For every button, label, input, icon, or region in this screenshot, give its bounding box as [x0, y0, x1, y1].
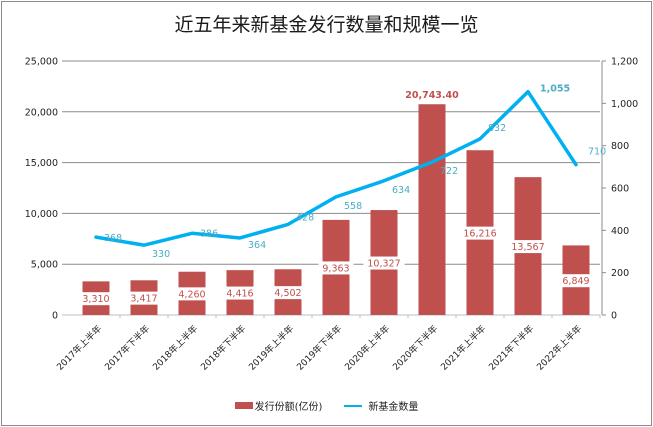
bar-data-label: 20,743.40 — [405, 90, 459, 101]
bar-label-bg — [318, 261, 354, 275]
bar-data-label: 4,502 — [274, 288, 301, 299]
line-data-label: 330 — [152, 249, 170, 260]
line-series — [94, 89, 578, 247]
bar-data-label: 13,567 — [511, 242, 544, 253]
x-tick-label: 2019年上半年 — [246, 323, 296, 373]
bar-label-bg — [126, 291, 162, 305]
bar-label-bg — [78, 292, 114, 306]
chart-title: 近五年来新基金发行数量和规模一览 — [174, 14, 479, 36]
bar-label-bg — [507, 240, 549, 254]
y-right-tick-label: 800 — [611, 141, 629, 152]
x-tick-label: 2018年上半年 — [150, 323, 200, 373]
x-tick-label: 2019年下半年 — [294, 323, 344, 373]
y-right-tick-label: 400 — [611, 226, 629, 237]
bar-label-bg — [558, 274, 594, 288]
y-left-tick-label: 10,000 — [25, 209, 58, 220]
line-data-label: 558 — [344, 201, 362, 212]
bar-label-bg — [270, 286, 306, 300]
y-right-tick-label: 1,000 — [611, 99, 638, 110]
legend-label-bar: 发行份额(亿份) — [254, 402, 323, 413]
x-tick-label: 2020年下半年 — [390, 323, 440, 373]
legend: 发行份额(亿份) 新基金数量 — [0, 398, 653, 413]
line-data-label: 386 — [200, 228, 218, 239]
line-data-label: 364 — [248, 240, 266, 251]
line-data-label: 368 — [104, 233, 122, 244]
bar-data-label: 6,849 — [562, 276, 589, 287]
x-tick-label: 2017年下半年 — [102, 323, 152, 373]
bar-label-bg — [459, 226, 501, 240]
legend-label-line: 新基金数量 — [368, 402, 419, 413]
bar — [418, 104, 446, 315]
x-tick-label: 2022年上半年 — [534, 323, 584, 373]
bar-data-label: 16,216 — [463, 229, 496, 240]
legend-swatch-bar — [234, 402, 253, 409]
x-tick-label: 2018年下半年 — [198, 323, 248, 373]
y-left-tick-label: 20,000 — [25, 107, 58, 118]
y-right-tick-label: 0 — [611, 311, 617, 322]
bar-label-bg — [174, 287, 210, 301]
line-data-label: 832 — [488, 123, 506, 134]
y-left-tick-label: 0 — [52, 311, 58, 322]
y-right-tick-label: 600 — [611, 184, 629, 195]
legend-item-bar: 发行份额(亿份) — [234, 398, 323, 413]
x-tick-label: 2017年上半年 — [54, 323, 104, 373]
bar-data-label: 4,416 — [226, 289, 253, 300]
bar-data-label: 4,260 — [178, 289, 205, 300]
legend-item-line: 新基金数量 — [344, 398, 418, 413]
legend-swatch-line — [344, 404, 363, 407]
line-data-label: 428 — [296, 212, 314, 223]
bar-data-label: 3,417 — [130, 294, 157, 305]
line-data-label: 634 — [392, 185, 410, 196]
bar-data-label: 10,327 — [367, 259, 400, 270]
y-left-tick-label: 5,000 — [31, 260, 58, 271]
bar-data-label: 9,363 — [322, 263, 349, 274]
axes: 0 5,000 10,000 15,000 20,000 25,000 0 200 400 600… — [25, 57, 638, 373]
line-data-label: 1,055 — [540, 84, 570, 95]
x-tick-label: 2021年下半年 — [486, 323, 536, 373]
bar-data-label: 3,310 — [82, 294, 109, 305]
y-right-tick-label: 1,200 — [611, 57, 638, 68]
y-left-tick-label: 15,000 — [25, 158, 58, 169]
bar-label-bg — [363, 256, 405, 270]
data-labels: 3,310 3,417 4,260 4,416 4,502 9,363 10,327 20,7… — [78, 84, 606, 306]
bar-label-bg — [222, 286, 258, 300]
y-right-tick-label: 200 — [611, 268, 629, 279]
bars — [82, 104, 590, 315]
x-tick-label: 2021年上半年 — [438, 323, 488, 373]
line-data-label: 710 — [588, 147, 606, 158]
y-left-tick-label: 25,000 — [25, 57, 58, 68]
line-data-label: 722 — [440, 166, 458, 177]
x-tick-label: 2020年上半年 — [342, 323, 392, 373]
